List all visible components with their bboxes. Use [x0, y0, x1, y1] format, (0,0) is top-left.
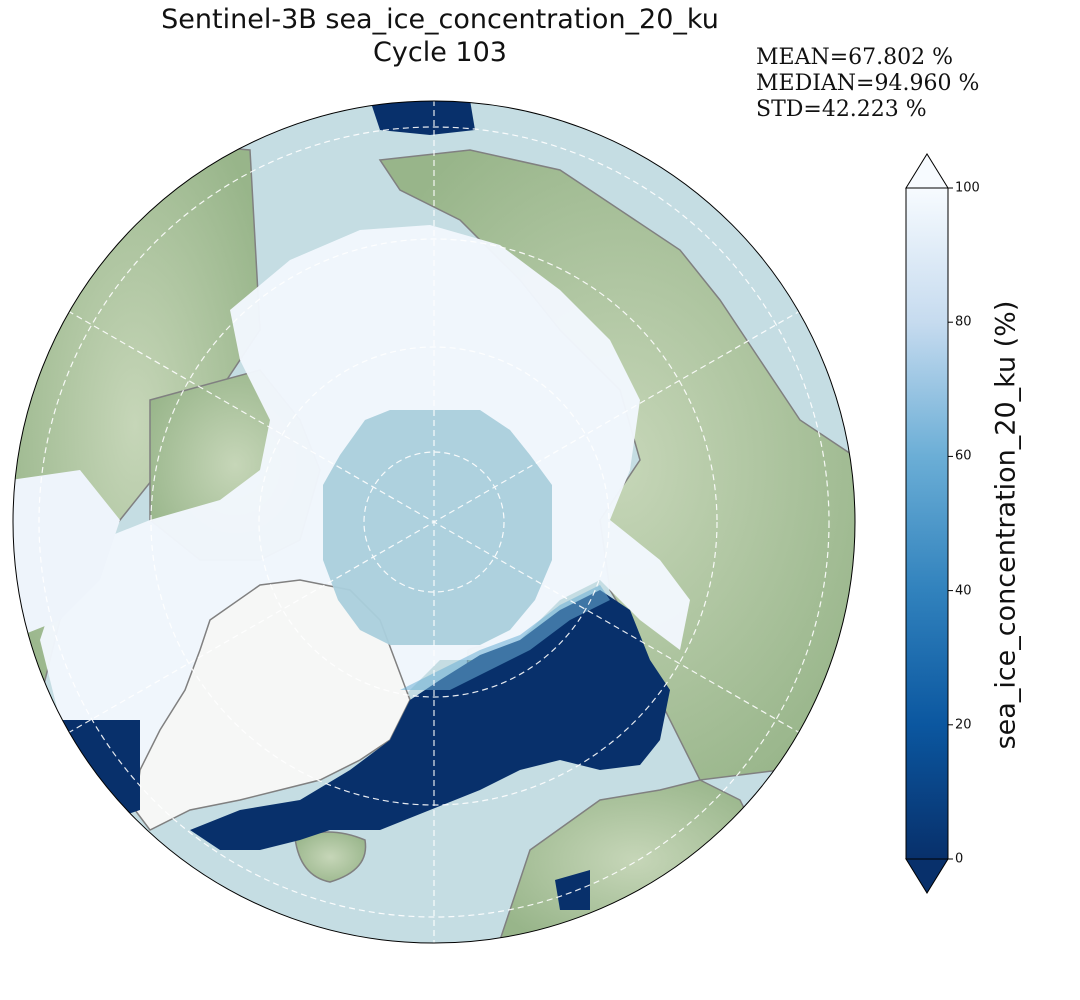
- map-disc: [13, 101, 855, 943]
- marginal-ice-zone: [400, 585, 610, 690]
- std-stat: STD=42.223 %: [756, 97, 927, 122]
- colorbar-tick-label: 60: [955, 448, 972, 464]
- statistics-box: MEAN=67.802 % MEDIAN=94.960 % STD=42.223…: [756, 45, 979, 123]
- baffin-open-water: [60, 720, 140, 820]
- mean-stat: MEAN=67.802 %: [756, 45, 954, 70]
- map-boundary: [12, 100, 856, 944]
- median-stat: MEDIAN=94.960 %: [756, 71, 980, 96]
- graticule: [38, 101, 830, 943]
- polar-data-gap: [323, 410, 552, 645]
- bering-open-water: [370, 101, 475, 135]
- colorbar: [905, 153, 953, 894]
- beaufort-ice: [13, 470, 120, 640]
- baltic-open-water: [555, 870, 590, 910]
- map-subtitle: Cycle 103: [373, 37, 507, 68]
- colorbar-tick-label: 20: [955, 717, 972, 733]
- colorbar-tick-label: 0: [955, 851, 964, 867]
- colorbar-tick-label: 80: [955, 314, 972, 330]
- colorbar-tick-label: 100: [955, 180, 980, 196]
- colorbar-gradient: [905, 187, 949, 860]
- iceland-land: [294, 831, 367, 883]
- colorbar-min-extension: [905, 858, 949, 894]
- colorbar-tick-label: 40: [955, 583, 972, 599]
- colorbar-label: sea_ice_concentration_20_ku (%): [990, 300, 1022, 750]
- colorbar-ticks: [948, 187, 953, 860]
- colorbar-max-extension: [905, 153, 949, 189]
- north-atlantic-open-water: [190, 590, 670, 850]
- map-title: Sentinel-3B sea_ice_concentration_20_ku: [161, 4, 719, 35]
